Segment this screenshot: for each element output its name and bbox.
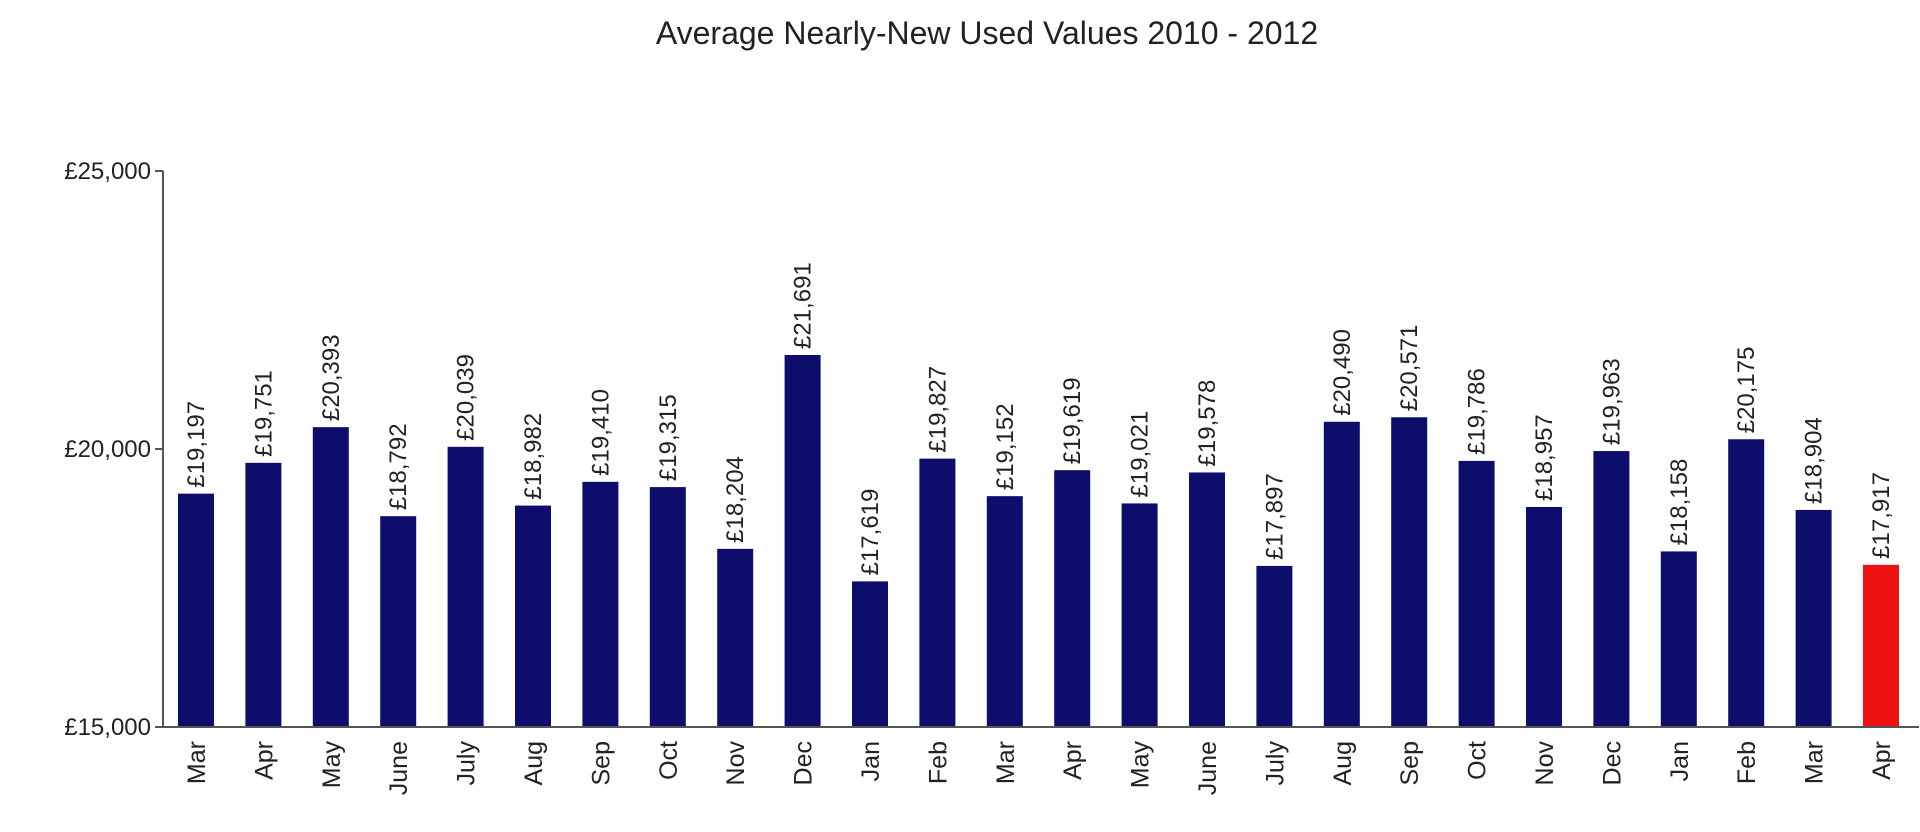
data-label: £19,315	[655, 394, 682, 481]
x-tick-label: Dec	[1598, 741, 1626, 785]
data-label: £17,897	[1261, 473, 1288, 560]
data-label: £19,021	[1127, 411, 1154, 498]
bar	[986, 496, 1023, 727]
chart-title: Average Nearly-New Used Values 2010 - 20…	[656, 15, 1318, 51]
data-label: £19,786	[1464, 368, 1491, 455]
x-tick-label: Aug	[520, 741, 548, 785]
bar	[245, 462, 282, 727]
x-tick-label: Dec	[790, 741, 818, 785]
bar	[1256, 565, 1293, 727]
data-label: £20,393	[318, 334, 345, 421]
x-tick-label: Sep	[587, 741, 615, 785]
data-label: £19,619	[1059, 377, 1086, 464]
bar	[1593, 451, 1630, 727]
data-label: £18,982	[520, 413, 547, 500]
x-tick-label: Nov	[722, 741, 750, 786]
x-tick-label: Mar	[992, 741, 1020, 784]
bar	[852, 581, 888, 727]
data-label: £21,691	[790, 262, 817, 349]
x-axis-ticks: Mar Apr May June July Aug Sep Oct Nov Dec Jan Feb Ma…	[183, 741, 1896, 796]
data-label: £18,204	[722, 456, 749, 543]
bar	[582, 481, 619, 727]
bar	[717, 548, 754, 727]
bar	[1728, 439, 1765, 727]
data-label: £19,410	[587, 389, 614, 476]
x-tick-label: Jan	[1666, 741, 1694, 781]
y-tick-label: £20,000	[64, 436, 151, 463]
bar	[1391, 417, 1428, 727]
x-tick-label: June	[1194, 741, 1222, 795]
x-tick-label: May	[318, 741, 346, 789]
bar	[178, 493, 214, 727]
x-tick-label: Apr	[250, 741, 278, 780]
bar	[1458, 460, 1495, 727]
data-label: £19,751	[250, 370, 277, 457]
bar	[312, 427, 349, 727]
y-axis-ticks: £15,000 £20,000 £25,000	[64, 158, 163, 741]
y-tick-label: £25,000	[64, 158, 151, 185]
x-tick-label: May	[1127, 741, 1155, 789]
bar	[1323, 421, 1360, 727]
x-tick-label: Feb	[924, 741, 952, 784]
data-label: £18,158	[1666, 459, 1693, 546]
data-label: £19,827	[924, 366, 951, 453]
bar	[1660, 551, 1697, 727]
x-tick-label: June	[385, 741, 413, 795]
bar	[380, 516, 417, 727]
data-label: £20,571	[1396, 324, 1423, 411]
data-label: £20,175	[1733, 347, 1760, 434]
x-tick-label: Apr	[1059, 741, 1087, 780]
x-tick-label: Apr	[1868, 741, 1896, 780]
x-tick-label: Nov	[1531, 741, 1559, 786]
data-label: £18,792	[385, 423, 412, 510]
data-label: £19,963	[1598, 358, 1625, 445]
x-tick-label: July	[1261, 741, 1289, 786]
bar	[515, 505, 551, 727]
bar	[1526, 506, 1562, 727]
data-label: £19,152	[992, 403, 1019, 490]
data-label: £20,490	[1329, 329, 1356, 416]
data-label: £19,578	[1194, 380, 1221, 467]
bar	[1863, 564, 1899, 727]
bars	[178, 354, 1899, 727]
x-tick-label: Sep	[1396, 741, 1424, 785]
x-tick-label: Oct	[655, 741, 683, 780]
x-tick-label: Oct	[1464, 741, 1492, 780]
x-tick-label: Feb	[1733, 741, 1761, 784]
data-label: £19,197	[183, 401, 210, 488]
bar	[1121, 503, 1158, 727]
data-label: £18,904	[1801, 417, 1828, 504]
data-label: £18,957	[1531, 414, 1558, 501]
bar	[1189, 472, 1225, 727]
bar	[919, 458, 956, 727]
bar	[1795, 509, 1832, 727]
bar	[1054, 470, 1091, 727]
bar	[784, 354, 821, 727]
data-labels: £19,197 £19,751 £20,393 £18,792 £20,039 £18,9…	[183, 262, 1895, 575]
data-label: £17,619	[857, 489, 884, 576]
x-tick-label: Mar	[1801, 741, 1829, 784]
data-label: £20,039	[453, 354, 480, 441]
bar	[447, 446, 484, 727]
x-tick-label: Mar	[183, 741, 211, 784]
x-tick-label: Aug	[1329, 741, 1357, 785]
x-tick-label: July	[453, 741, 481, 786]
data-label: £17,917	[1868, 472, 1895, 559]
bar	[649, 487, 686, 727]
x-tick-label: Jan	[857, 741, 885, 781]
y-tick-label: £15,000	[64, 714, 151, 741]
